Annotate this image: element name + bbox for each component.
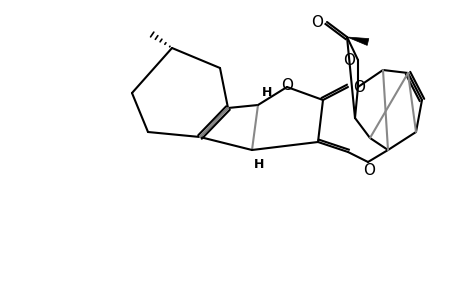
Text: O: O [280,77,292,92]
Polygon shape [346,37,368,45]
Text: O: O [352,80,364,94]
Text: O: O [310,14,322,29]
Text: O: O [342,52,354,68]
Text: H: H [262,86,272,99]
Text: H: H [253,158,264,171]
Text: O: O [362,163,374,178]
